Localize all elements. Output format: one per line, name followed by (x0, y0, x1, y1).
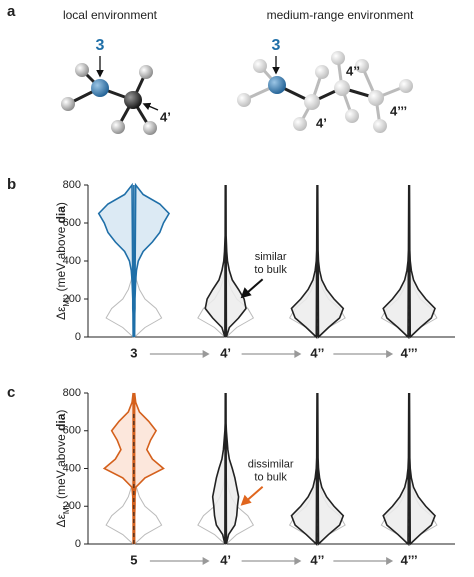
atoms (237, 51, 413, 133)
x-tick-label: 4’’ (310, 345, 324, 360)
y-tick-label: 400 (63, 462, 81, 474)
violin (382, 392, 410, 546)
x-tick-label: 4’’ (310, 552, 324, 567)
violin (408, 184, 436, 339)
flow-arrow-head (202, 557, 210, 565)
atom-label: 4’’ (346, 63, 360, 78)
violin (290, 184, 318, 339)
annotation: dissimilar (248, 459, 294, 471)
atom (304, 94, 320, 110)
y-axis-label-part: ) (54, 202, 68, 206)
atom (368, 90, 384, 106)
violin (225, 184, 247, 338)
y-tick-label: 800 (63, 179, 81, 191)
y-tick-label: 200 (63, 293, 81, 305)
y-tick-label: 0 (75, 331, 81, 343)
violin (204, 184, 227, 338)
y-tick-label: 400 (63, 255, 81, 267)
annotation: to bulk (254, 264, 287, 276)
bonds (276, 83, 377, 104)
x-tick-label: 3 (130, 345, 137, 360)
annotation: similar (255, 251, 287, 263)
atom (139, 65, 153, 79)
y-tick-label: 200 (63, 500, 81, 512)
atom (124, 91, 142, 109)
violin (225, 392, 240, 545)
y-tick-label: 0 (75, 538, 81, 550)
x-tick-label: 4’ (220, 345, 231, 360)
y-tick-label: 600 (63, 425, 81, 437)
title: medium-range environment (267, 8, 414, 22)
y-tick-label: 600 (63, 217, 81, 229)
flow-arrow-head (202, 350, 210, 358)
atom (91, 79, 109, 97)
violin (316, 392, 345, 546)
annotation: to bulk (254, 472, 287, 484)
panel-label: c (7, 384, 15, 401)
atom-label: 4’ (316, 115, 327, 130)
y-axis-label: ΔεML (meV above dia) (54, 202, 70, 320)
y-axis-label-part: ) (54, 410, 68, 414)
x-tick-label: 4’ (220, 552, 231, 567)
violin (211, 392, 227, 545)
x-tick-label: 5 (130, 552, 137, 567)
y-axis-label-part: Δε (54, 513, 68, 527)
arrow (142, 102, 159, 111)
flow-arrow-head (386, 350, 394, 358)
y-axis-label-part: dia (54, 413, 68, 431)
annotation-arrow-head (240, 287, 252, 299)
atom (61, 97, 75, 111)
violin (290, 392, 318, 546)
panel-label: b (7, 176, 16, 193)
atom (334, 80, 350, 96)
atom (143, 121, 157, 135)
annotation-arrow-head (240, 494, 252, 506)
atom (268, 76, 286, 94)
y-axis-label: ΔεML (meV above dia) (54, 410, 70, 528)
violin (382, 184, 410, 339)
y-axis-label-part: (meV above (54, 431, 68, 499)
panel-a: a local environment medium-range environ… (7, 3, 414, 135)
flow-arrow-head (386, 557, 394, 565)
violin (97, 182, 134, 338)
atom-label: 4’’’ (390, 103, 407, 118)
violin (133, 182, 171, 338)
atom-label: 3 (96, 37, 105, 54)
y-axis-label-part: ML (62, 295, 71, 307)
flow-arrow-head (294, 350, 302, 358)
violin (316, 184, 345, 339)
y-axis-label-part: Δε (54, 306, 68, 320)
y-tick-label: 800 (63, 387, 81, 399)
annotation-arrow (245, 278, 264, 294)
panel-label: a (7, 3, 16, 20)
x-tick-label: 4’’’ (401, 552, 418, 567)
annotation-arrow (245, 485, 264, 502)
atom-label: 3 (272, 37, 281, 54)
atom (75, 63, 89, 77)
flow-arrow-head (294, 557, 302, 565)
violin (408, 392, 436, 546)
atom (111, 120, 125, 134)
title: local environment (63, 8, 158, 22)
y-axis-label-part: (meV above (54, 223, 68, 291)
y-axis-label-part: dia (54, 206, 68, 224)
atom-label: 4’ (160, 109, 171, 124)
y-axis-label-part: ML (62, 502, 71, 514)
x-tick-label: 4’’’ (401, 345, 418, 360)
